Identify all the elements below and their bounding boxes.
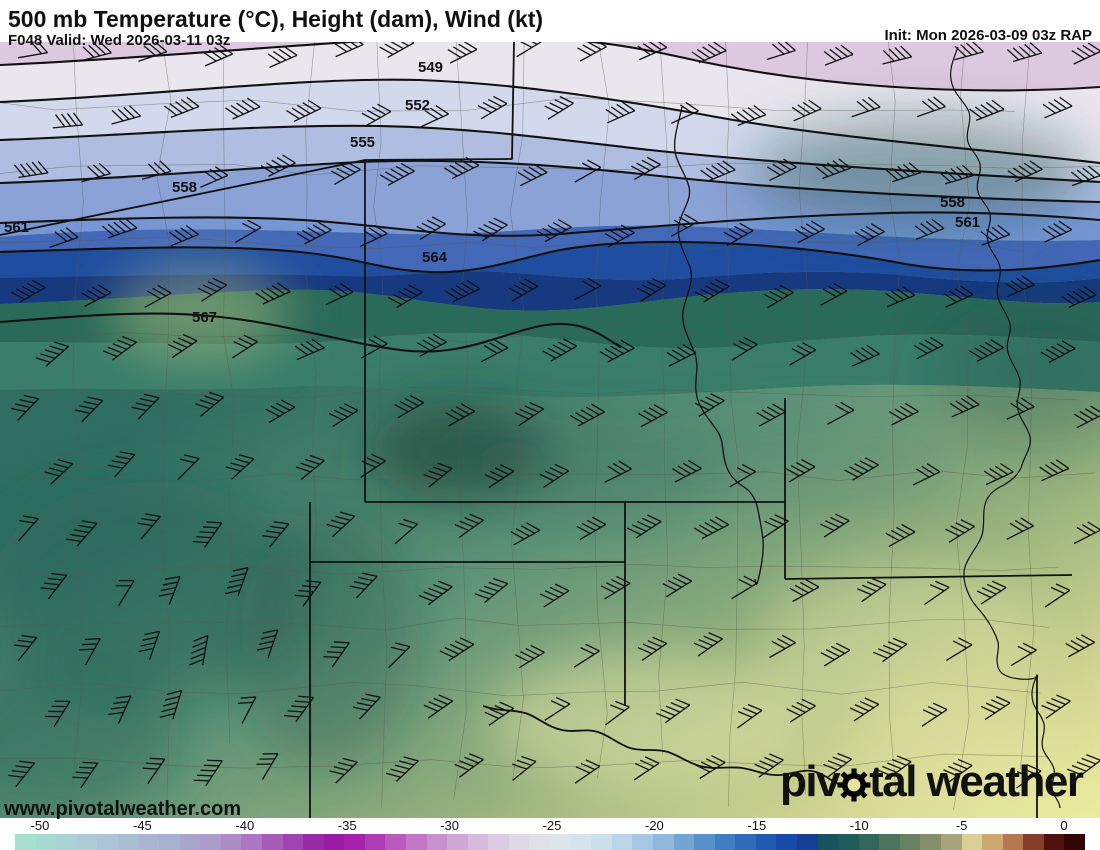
svg-text:558: 558 (172, 179, 197, 196)
svg-text:564: 564 (422, 249, 448, 266)
svg-text:561: 561 (955, 214, 980, 231)
svg-text:555: 555 (350, 134, 375, 151)
svg-text:549: 549 (418, 59, 443, 76)
svg-text:558: 558 (940, 194, 965, 211)
svg-text:567: 567 (192, 309, 217, 326)
svg-text:561: 561 (4, 219, 29, 236)
